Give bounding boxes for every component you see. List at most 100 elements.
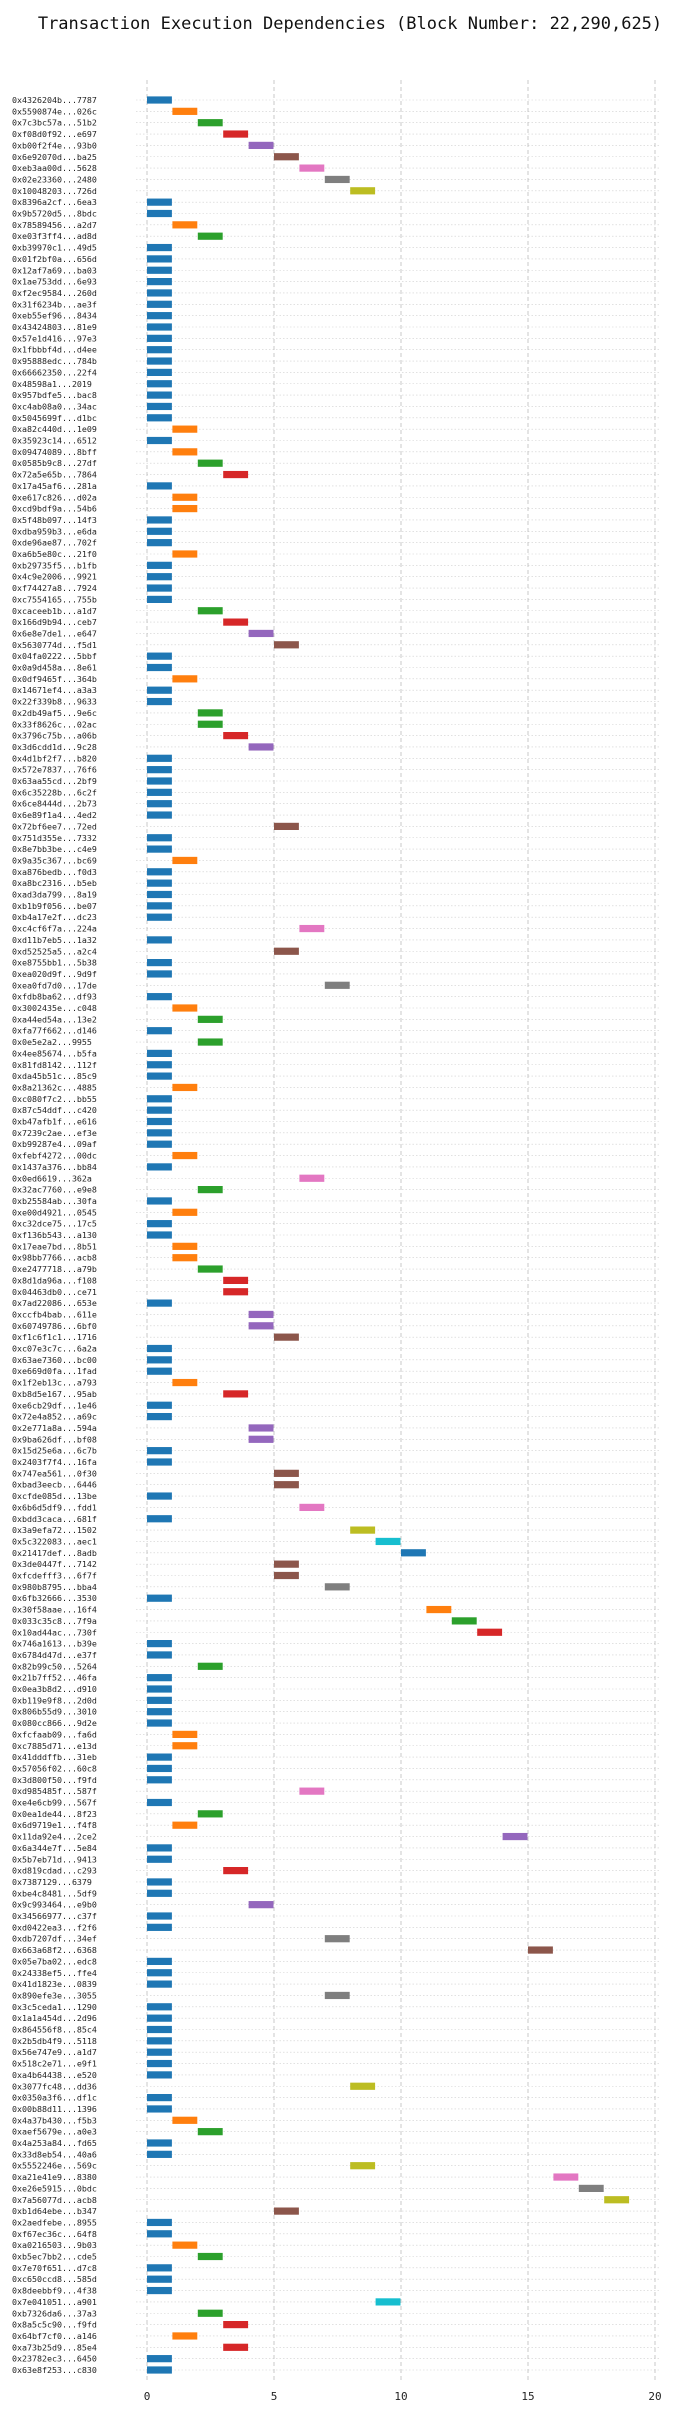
transaction-bar <box>147 346 172 354</box>
y-tick-label: 0xa0216503...9b03 <box>12 2240 97 2250</box>
transaction-bar <box>223 1390 249 1398</box>
transaction-bar <box>248 1424 274 1432</box>
transaction-bar <box>172 107 198 115</box>
y-tick-label: 0xe617c826...d02a <box>12 492 97 502</box>
transaction-bar <box>604 2196 630 2204</box>
y-tick-label: 0x4c9e2006...9921 <box>12 572 97 582</box>
transaction-bar <box>147 2003 172 2011</box>
y-tick-label: 0x1ae753dd...6e93 <box>12 277 97 287</box>
transaction-bar <box>274 153 299 161</box>
y-tick-label: 0x63aa55cd...2bf9 <box>12 776 97 786</box>
y-tick-label: 0x1fbbbf4d...d4ee <box>12 345 97 355</box>
transaction-bar <box>147 414 172 422</box>
y-tick-label: 0x5045699f...d1bc <box>12 413 97 423</box>
y-tick-label: 0x890efe3e...3055 <box>12 1990 97 2000</box>
y-tick-label: 0xa8bc2316...b5eb <box>12 878 97 888</box>
y-tick-label: 0x48598a1...2019 <box>12 379 92 389</box>
y-tick-label: 0xfcfaab09...fa6d <box>12 1729 97 1739</box>
transaction-bar <box>553 2173 579 2181</box>
y-tick-label: 0x8396a2cf...6ea3 <box>12 197 97 207</box>
transaction-bar <box>147 1969 172 1977</box>
y-tick-label: 0x64bf7cf0...a146 <box>12 2331 97 2341</box>
transaction-bar <box>147 1719 172 1727</box>
x-tick-label: 20 <box>648 2390 661 2403</box>
transaction-bar <box>147 561 172 569</box>
transaction-bar <box>147 2059 172 2068</box>
y-tick-label: 0x63ae7360...bc00 <box>12 1355 97 1365</box>
transaction-bar <box>223 618 249 626</box>
y-tick-label: 0x87c54ddf...c420 <box>12 1105 97 1115</box>
y-tick-label: 0x3002435e...c048 <box>12 1003 97 1013</box>
transaction-bar <box>528 1946 553 1954</box>
transaction-bar <box>274 1333 299 1341</box>
transaction-bar <box>147 1356 172 1364</box>
transaction-bar <box>451 1617 477 1625</box>
transaction-bar <box>147 482 172 490</box>
transaction-bar <box>147 1140 172 1148</box>
transaction-bar <box>350 1526 376 1534</box>
y-tick-label: 0xf136b543...a130 <box>12 1230 97 1240</box>
transaction-bar <box>147 1344 172 1353</box>
y-tick-label: 0x60749786...6bf0 <box>12 1321 97 1331</box>
y-tick-label: 0x78589456...a2d7 <box>12 220 97 230</box>
y-tick-label: 0xb25584ab...30fa <box>12 1196 97 1206</box>
y-tick-label: 0x5f48b097...14f3 <box>12 515 97 525</box>
y-tick-label: 0x82b99c50...5264 <box>12 1661 97 1671</box>
y-tick-label: 0xfdb8ba62...df93 <box>12 992 97 1002</box>
y-tick-label: 0xf74427a8...7924 <box>12 583 97 593</box>
transaction-bar <box>147 1844 172 1852</box>
transaction-bar <box>197 1186 223 1194</box>
transaction-bar <box>147 1753 172 1761</box>
y-tick-label: 0x72bf6ee7...72ed <box>12 821 97 831</box>
y-tick-label: 0x957bdfe5...bac8 <box>12 390 97 400</box>
transaction-bar <box>223 2321 249 2329</box>
transaction-bar <box>147 1923 172 1931</box>
y-tick-label: 0xc7554165...755b <box>12 594 97 604</box>
y-tick-label: 0x080cc866...9d2e <box>12 1718 97 1728</box>
y-tick-label: 0x518c2e71...e9f1 <box>12 2059 97 2069</box>
transaction-bar <box>223 2343 249 2351</box>
transaction-bar <box>147 890 172 899</box>
transaction-bar <box>274 2207 299 2215</box>
y-tick-label: 0x7a56077d...acb8 <box>12 2195 97 2205</box>
transaction-bar <box>172 1742 198 1750</box>
transaction-bar <box>147 834 172 842</box>
transaction-bar <box>248 1310 274 1319</box>
transaction-bar <box>147 2286 172 2295</box>
y-tick-label: 0x980b8795...bba4 <box>12 1582 97 1592</box>
transaction-bar <box>147 368 172 376</box>
transaction-bar <box>147 289 172 297</box>
y-tick-label: 0x746a1613...b39e <box>12 1639 97 1649</box>
transaction-bar <box>299 1503 325 1511</box>
transaction-bar <box>147 2025 172 2034</box>
y-tick-label: 0x63e8f253...c830 <box>12 2365 97 2375</box>
transaction-bar <box>197 720 223 728</box>
y-tick-label: 0xf2ec9584...260d <box>12 288 97 298</box>
y-tick-label: 0x0df9465f...364b <box>12 674 97 684</box>
transaction-bar <box>147 527 172 535</box>
y-tick-label: 0x72a5e65b...7864 <box>12 470 97 480</box>
transaction-bar <box>172 2332 198 2340</box>
transaction-bar <box>147 1106 172 1114</box>
transaction-bar <box>147 436 172 445</box>
transaction-bar <box>147 1708 172 1716</box>
transaction-bar <box>197 2128 223 2136</box>
transaction-bar <box>274 1481 299 1489</box>
y-tick-label: 0xb29735f5...b1fb <box>12 560 97 570</box>
y-tick-label: 0x57056f02...60c8 <box>12 1763 97 1773</box>
y-tick-label: 0xccfb4bab...611e <box>12 1309 97 1319</box>
y-tick-label: 0x7387129...6379 <box>12 1877 92 1887</box>
y-tick-label: 0x6ce8444d...2b73 <box>12 799 97 809</box>
transaction-bar <box>401 1549 426 1557</box>
y-tick-label: 0xb39970c1...49d5 <box>12 243 97 253</box>
y-tick-label: 0x1437a376...bb84 <box>12 1162 97 1172</box>
transaction-bar <box>578 2184 604 2192</box>
y-tick-label: 0xd52525a5...a2c4 <box>12 946 97 956</box>
y-tick-label: 0xbe4c8481...5df9 <box>12 1888 97 1898</box>
y-tick-label: 0xb00f2f4e...93b0 <box>12 140 97 150</box>
y-tick-label: 0x166d9b94...ceb7 <box>12 617 97 627</box>
y-tick-label: 0xfebf4272...00dc <box>12 1151 97 1161</box>
transaction-bar <box>147 697 172 706</box>
y-tick-label: 0xa6b5e80c...21f0 <box>12 549 97 559</box>
